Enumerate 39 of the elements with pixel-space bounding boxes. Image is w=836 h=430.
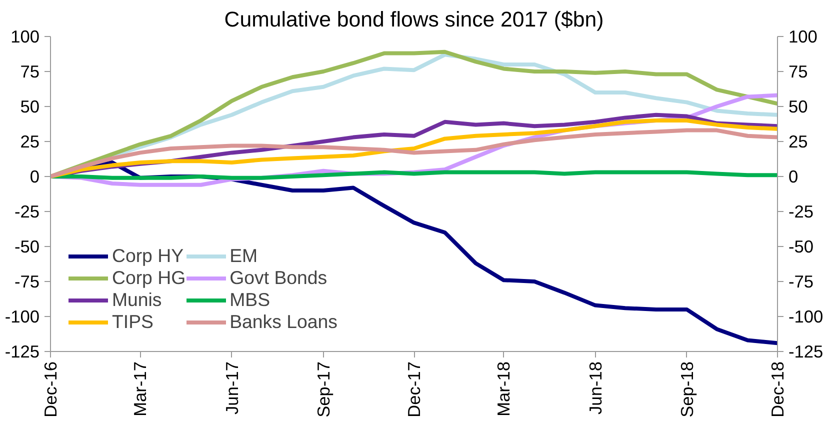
x-tick-label: Sep-17 — [313, 361, 334, 418]
y2-tick-label: 50 — [788, 96, 808, 116]
y-tick-label: -125 — [4, 342, 40, 362]
x-tick-label: Dec-18 — [768, 361, 788, 418]
legend-label: Banks Loans — [230, 311, 338, 333]
y-tick-label: -75 — [14, 272, 40, 292]
x-tick-label: Dec-17 — [404, 361, 424, 418]
y-tick-label: -25 — [14, 202, 40, 222]
y-tick-label: 75 — [20, 62, 40, 82]
legend-label: Munis — [112, 289, 162, 311]
chart-title: Cumulative bond flows since 2017 ($bn) — [224, 8, 604, 32]
y2-tick-label: 25 — [788, 132, 808, 152]
y2-tick-label: -75 — [788, 272, 814, 292]
x-tick-label: Jun-18 — [585, 362, 606, 414]
legend-label: Corp HG — [112, 267, 186, 289]
x-tick-label: Mar-18 — [494, 361, 514, 416]
y-tick-label: 100 — [10, 26, 40, 46]
y2-tick-label: 100 — [788, 26, 818, 46]
y-tick-label: 25 — [20, 132, 40, 152]
y2-tick-label: -25 — [788, 202, 814, 222]
y2-tick-label: -50 — [788, 236, 814, 256]
x-tick-label: Mar-17 — [130, 361, 150, 416]
y-tick-label: 0 — [30, 166, 40, 186]
y-tick-label: -50 — [14, 236, 40, 256]
y2-tick-label: 0 — [788, 166, 798, 186]
legend-label: TIPS — [112, 311, 154, 333]
y2-tick-label: -125 — [788, 342, 824, 362]
line-series — [50, 128, 778, 178]
y2-tick-label: -100 — [788, 306, 824, 326]
y-tick-label: 50 — [20, 96, 40, 116]
legend-label: Govt Bonds — [230, 267, 328, 289]
y-tick-label: -100 — [4, 306, 40, 326]
x-tick-label: Sep-18 — [676, 361, 697, 418]
y2-tick-label: 75 — [788, 62, 808, 82]
x-tick-label: Dec-16 — [40, 361, 60, 418]
legend-label: Corp HY — [112, 245, 184, 267]
x-tick-label: Jun-17 — [222, 362, 242, 414]
legend-label: MBS — [230, 289, 270, 311]
legend-label: EM — [230, 245, 258, 267]
